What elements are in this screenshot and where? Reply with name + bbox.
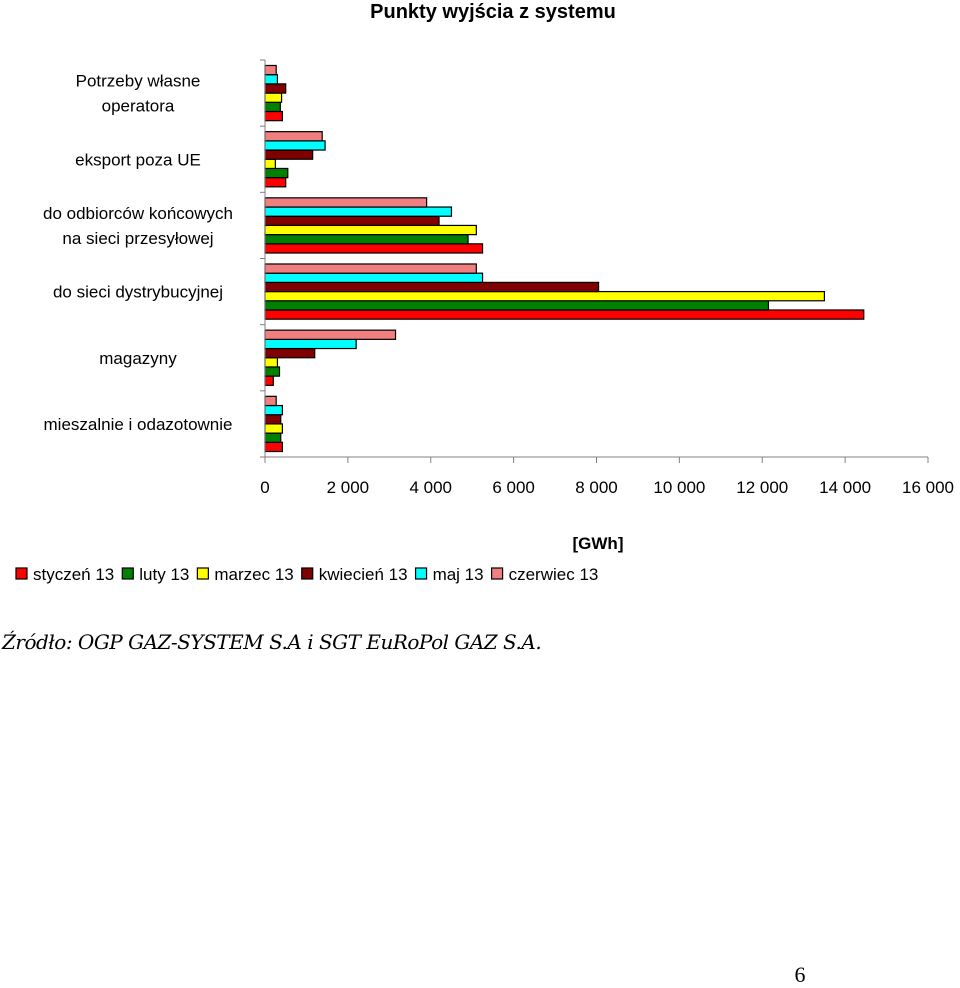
legend-entry: czerwiec 13: [509, 565, 599, 584]
legend-entry: kwiecień 13: [319, 565, 408, 584]
bar-4-3: [264, 347, 316, 359]
x-axis-label: [GWh]: [573, 534, 624, 553]
legend-entry: styczeń 13: [33, 565, 114, 584]
bar-5-3: [264, 414, 282, 425]
category-label: do sieci dystrybucyjnej: [53, 283, 223, 302]
bar-0-4: [264, 74, 279, 85]
bar-5-4: [264, 404, 283, 416]
legend-swatch: [301, 567, 314, 580]
bar-0-2: [264, 92, 283, 103]
source-note: Źródło: OGP GAZ-SYSTEM S.A i SGT EuRoPol…: [2, 630, 542, 654]
bar-1-3: [264, 149, 314, 160]
category-label: mieszalnie i odazotownie: [44, 415, 233, 434]
bar-4-0: [264, 375, 274, 386]
axis-layer: 0 2 000 4 000 6 000 8 000 10 000 12 000 14 000 1…: [260, 59, 954, 497]
x-tick-label: 16 000: [902, 478, 954, 497]
bar-2-1: [264, 234, 469, 245]
bar-2-2: [264, 224, 477, 236]
bar-0-0: [264, 110, 283, 122]
bar-4-2: [264, 357, 279, 368]
legend-entry: marzec 13: [214, 565, 293, 584]
bar-0-5: [264, 64, 277, 76]
bar-3-3: [264, 281, 600, 293]
bar-1-2: [264, 158, 276, 170]
legend-entry: maj 13: [433, 565, 484, 584]
bar-5-5: [264, 395, 277, 407]
x-tick-label: 6 000: [492, 478, 535, 497]
x-tick-label: 0: [260, 478, 269, 497]
bar-2-0: [264, 243, 484, 254]
category-label: do odbiorców końcowych na sieci przesyłow…: [43, 204, 233, 248]
legend-swatch: [121, 567, 134, 580]
bar-4-1: [264, 366, 281, 377]
bars-layer: [264, 64, 865, 453]
page-number: 6: [794, 962, 806, 987]
bar-3-5: [264, 263, 477, 274]
bar-0-1: [264, 101, 281, 113]
bar-2-3: [264, 215, 440, 227]
bar-1-1: [264, 167, 289, 179]
bar-3-2: [264, 290, 826, 302]
legend-swatch: [196, 567, 209, 580]
legend-swatch: [15, 567, 28, 580]
legend-entry: luty 13: [139, 565, 189, 584]
bar-5-2: [264, 423, 283, 434]
category-label: eksport poza UE: [75, 150, 201, 169]
legend-swatch: [490, 567, 504, 580]
category-label: magazyny: [99, 349, 177, 368]
x-tick-label: 14 000: [819, 478, 871, 497]
x-tick-label: 4 000: [409, 478, 452, 497]
x-tick-label: 8 000: [575, 478, 618, 497]
bar-4-5: [264, 329, 397, 340]
bar-3-0: [264, 309, 865, 320]
bar-2-5: [264, 197, 428, 208]
bar-0-3: [264, 83, 287, 94]
x-tick-label: 10 000: [653, 478, 705, 497]
bar-5-0: [264, 441, 283, 453]
legend-swatch: [414, 567, 428, 580]
bar-1-5: [264, 131, 323, 142]
chart-title: Punkty wyjścia z systemu: [370, 1, 616, 23]
bar-4-4: [264, 338, 357, 350]
category-labels: Potrzeby własne operatora eksport poza UE d…: [43, 72, 233, 434]
bar-1-0: [264, 177, 287, 188]
x-tick-label: 12 000: [736, 478, 788, 497]
category-label: Potrzeby własne operatora: [76, 72, 201, 116]
bar-3-4: [264, 272, 484, 283]
bar-3-1: [264, 300, 770, 311]
bar-5-1: [264, 432, 282, 443]
bar-1-4: [264, 140, 326, 151]
legend: styczeń 13 luty 13 marzec 13 kwiecień 13 maj…: [15, 565, 599, 584]
bar-2-4: [264, 206, 453, 217]
x-tick-label: 2 000: [327, 478, 370, 497]
